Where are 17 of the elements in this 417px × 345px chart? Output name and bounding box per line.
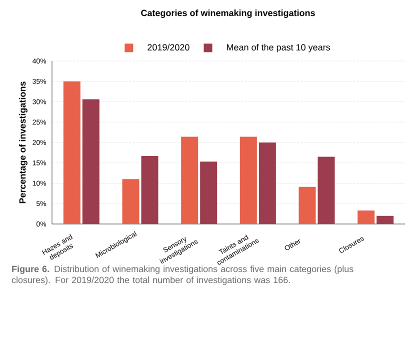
legend-label: Mean of the past 10 years (227, 44, 330, 52)
bar (376, 216, 394, 224)
bar (82, 99, 100, 224)
bar (141, 156, 158, 224)
bar (318, 156, 335, 224)
bar (298, 186, 316, 224)
text: Figure 6. Distribution of winemaking investigations across five main categories (plus closures). For 2019/2020 the total number of investigations was 166. (12, 266, 354, 285)
bar (181, 136, 198, 224)
bar (63, 81, 80, 224)
bar (358, 210, 375, 224)
bar (258, 142, 276, 224)
bar (122, 179, 140, 224)
chart-title: Categories of winemaking investigations (141, 10, 315, 18)
bar (200, 162, 218, 224)
y-axis-title: Percentage of investigations (19, 82, 28, 204)
legend-label: 2019/2020 (148, 44, 190, 51)
bar (240, 136, 257, 224)
